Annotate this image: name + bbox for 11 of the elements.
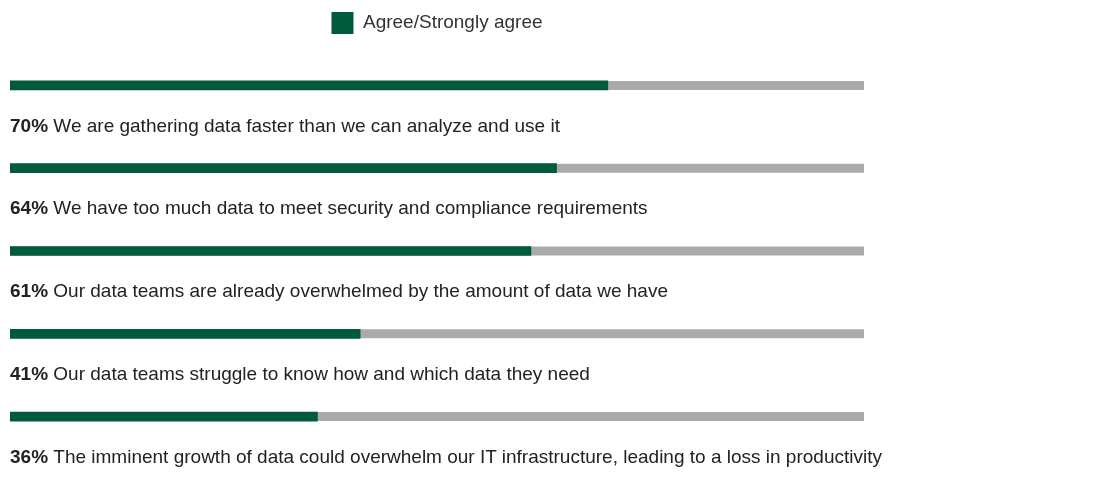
data-label: 36% bbox=[10, 445, 49, 467]
y-tick-label: Our data teams struggle to know how and which data they need bbox=[53, 363, 590, 385]
data-label: 70% bbox=[10, 114, 49, 136]
y-tick-label: The imminent growth of data could overwhelm our IT infrastructure, leading to a loss in productivity bbox=[53, 445, 883, 467]
y-tick-label: We are gathering data faster than we can analyze and use it bbox=[53, 114, 561, 136]
legend-label: Agree/Strongly agree bbox=[362, 11, 543, 33]
data-label: 64% bbox=[10, 197, 49, 219]
y-tick-label: We have too much data to meet security and compliance requirements bbox=[53, 197, 648, 219]
data-label: 41% bbox=[10, 363, 49, 385]
data-label: 61% bbox=[10, 280, 49, 302]
y-tick-label: Our data teams are already overwhelmed by the amount of data we have bbox=[53, 280, 668, 302]
